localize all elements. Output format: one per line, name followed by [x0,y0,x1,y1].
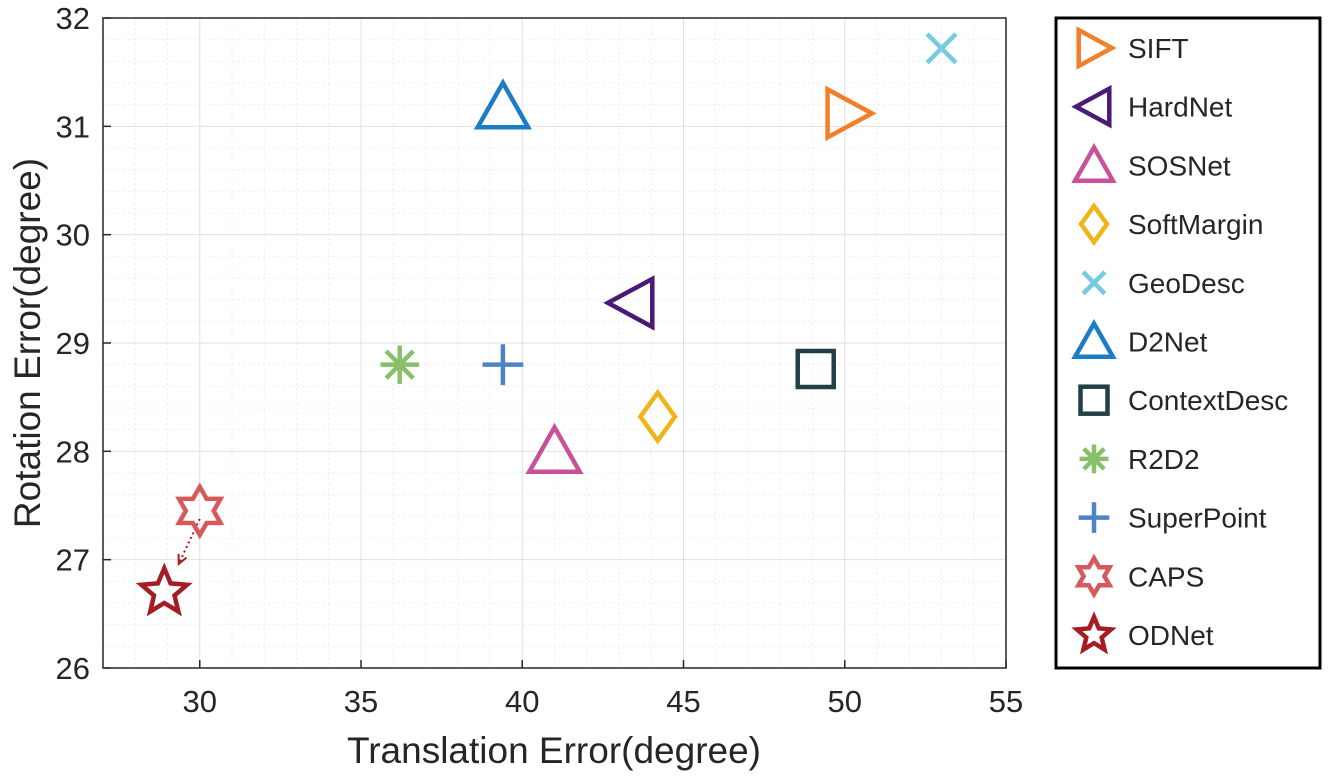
legend: SIFT HardNet SOSNet SoftMargin GeoDesc D2Net C… [1054,16,1322,670]
x-tick-label: 50 [828,684,862,719]
legend-item-sosnet: SOSNet [1071,142,1231,183]
data-point-superpoint [482,344,524,386]
annotation-arrow-line [177,518,201,565]
marker-odnet [135,562,193,617]
marker-sosnet [525,422,584,474]
grid [103,17,1006,668]
data-point-hardnet [603,275,655,331]
legend-item-r2d2: R2D2 [1079,444,1200,475]
legend-item-softmargin: SoftMargin [1078,202,1263,246]
data-point-sift [825,85,877,142]
x-tick-label: 40 [505,684,539,719]
y-tick-label: 28 [56,434,90,469]
data-point-caps [175,482,225,540]
y-tick-label: 32 [56,1,90,36]
data-point-d2net [473,78,532,130]
legend-label: ContextDesc [1128,385,1288,416]
legend-label: CAPS [1128,561,1204,592]
legend-item-contextdesc: ContextDesc [1078,384,1288,416]
x-tick-label: 45 [666,684,700,719]
legend-label: SoftMargin [1128,209,1263,240]
annotation-arrow [177,518,201,567]
y-tick-label: 29 [56,326,90,361]
data-point-odnet [135,562,193,617]
legend-item-d2net: D2Net [1071,318,1208,360]
data-point-r2d2 [380,345,419,384]
legend-label: SOSNet [1128,150,1231,181]
legend-marker-hardnet [1071,84,1112,129]
x-axis-title: Translation Error(degree) [347,730,761,771]
legend-label: R2D2 [1128,444,1200,475]
annotation-arrow-head [177,553,188,567]
legend-item-hardnet: HardNet [1071,84,1232,129]
marker-geodesc [925,32,958,65]
legend-marker-caps [1074,553,1114,599]
x-tick-label: 55 [989,684,1023,719]
y-tick-label: 27 [56,543,90,578]
data-point-softmargin [637,388,678,445]
x-tick-label: 35 [344,684,378,719]
x-tick-label: 30 [183,684,217,719]
y-axis-title: Rotation Error(degree) [7,158,48,528]
marker-sift [825,85,877,142]
data-point-contextdesc [795,348,836,390]
legend-marker-r2d2 [1079,444,1109,474]
y-tick-label: 26 [56,651,90,686]
legend-item-odnet: ODNet [1071,611,1214,655]
legend-label: SIFT [1128,33,1189,64]
legend-label: GeoDesc [1128,268,1245,299]
marker-d2net [473,78,532,130]
marker-superpoint [482,344,524,386]
legend-item-caps: CAPS [1074,553,1204,599]
y-tick-label: 31 [56,109,90,144]
marker-softmargin [637,388,678,445]
data-points [135,32,958,617]
data-point-geodesc [925,32,958,65]
legend-marker-sift [1076,26,1117,70]
legend-item-sift: SIFT [1076,26,1189,70]
legend-box [1054,16,1322,670]
legend-label: ODNet [1128,620,1214,651]
legend-item-geodesc: GeoDesc [1081,268,1245,299]
y-tick-label: 30 [56,218,90,253]
marker-contextdesc [795,348,836,390]
legend-marker-softmargin [1078,202,1110,246]
legend-marker-contextdesc [1078,384,1110,416]
legend-marker-odnet [1071,611,1117,655]
legend-marker-geodesc [1081,270,1107,296]
legend-marker-d2net [1071,318,1117,360]
axis-ticks: 30 35 40 45 50 55 26 27 28 29 30 31 32 [56,1,1024,719]
marker-r2d2 [380,345,419,384]
data-point-sosnet [525,422,584,474]
legend-item-superpoint: SuperPoint [1078,502,1267,534]
legend-label: D2Net [1128,327,1208,358]
legend-marker-sosnet [1071,142,1117,183]
legend-label: SuperPoint [1128,503,1267,534]
legend-label: HardNet [1128,92,1232,123]
marker-caps [175,482,225,540]
marker-hardnet [603,275,655,331]
legend-marker-superpoint [1078,502,1110,533]
